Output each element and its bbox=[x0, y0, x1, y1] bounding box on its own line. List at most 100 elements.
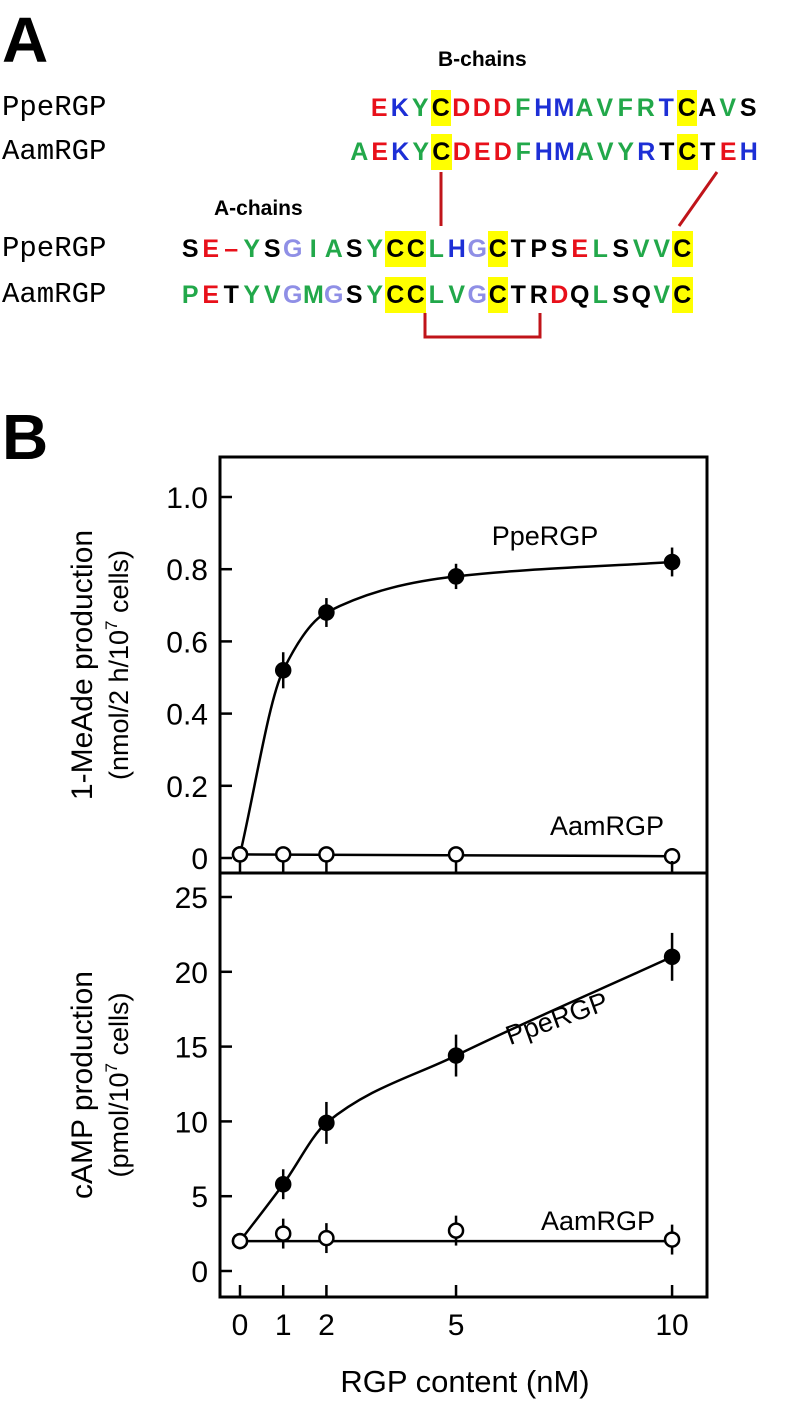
data-point bbox=[318, 846, 335, 863]
residue: E bbox=[719, 138, 737, 166]
y-tick-label: 0.6 bbox=[166, 626, 208, 659]
x-tick-label: 5 bbox=[448, 1309, 465, 1342]
data-point bbox=[274, 846, 292, 863]
residue: E bbox=[473, 138, 491, 166]
residue: Y bbox=[366, 281, 384, 309]
residue: C bbox=[672, 231, 693, 267]
residue: H bbox=[447, 235, 466, 263]
a-chain-name-ppergp: PpeRGP bbox=[2, 232, 107, 265]
residue: S bbox=[181, 235, 199, 263]
residue: D bbox=[452, 94, 471, 122]
series-label-ppergp: PpeRGP bbox=[492, 521, 599, 551]
residue: C bbox=[672, 277, 693, 313]
disulfide-bond-b17-a25 bbox=[677, 171, 719, 227]
residue: – bbox=[224, 235, 239, 263]
residue: Q bbox=[631, 281, 651, 309]
data-point bbox=[447, 568, 465, 585]
disulfide-bond-a10-a16 bbox=[423, 313, 542, 339]
residue: Y bbox=[412, 138, 430, 166]
residue: D bbox=[550, 281, 569, 309]
residue: M bbox=[554, 138, 575, 166]
residue: C bbox=[487, 277, 508, 313]
residue: D bbox=[493, 138, 512, 166]
residue: G bbox=[324, 281, 344, 309]
residue: V bbox=[596, 94, 614, 122]
data-point bbox=[663, 1231, 681, 1248]
residue: C bbox=[677, 134, 698, 170]
series-label-ppergp: PpeRGP bbox=[502, 986, 612, 1051]
x-axis-label: RGP content (nM) bbox=[340, 1364, 589, 1399]
panel-a-label: A bbox=[2, 4, 49, 76]
residue: V bbox=[719, 94, 737, 122]
residue: T bbox=[510, 281, 526, 309]
residue: V bbox=[448, 281, 466, 309]
residue: D bbox=[472, 94, 491, 122]
y-tick-label: 15 bbox=[175, 1032, 208, 1065]
x-tick-label: 0 bbox=[232, 1309, 249, 1342]
x-tick-label: 2 bbox=[318, 1309, 335, 1342]
residue: P bbox=[530, 235, 548, 263]
residue: L bbox=[592, 235, 608, 263]
series-label-aamrgp: AamRGP bbox=[541, 1206, 655, 1236]
residue: C bbox=[431, 134, 452, 170]
data-point bbox=[231, 846, 249, 863]
residue: A bbox=[350, 138, 369, 166]
residue: C bbox=[405, 231, 426, 267]
b-chains-title: B-chains bbox=[438, 48, 527, 71]
y-tick-label: 25 bbox=[175, 882, 208, 915]
residue: P bbox=[181, 281, 199, 309]
data-point bbox=[274, 1225, 292, 1242]
residue: D bbox=[493, 94, 512, 122]
y-axis-label-line1: cAMP production bbox=[66, 971, 99, 1199]
residue: V bbox=[596, 138, 614, 166]
data-point bbox=[318, 604, 335, 621]
residue: F bbox=[515, 138, 531, 166]
residue: Y bbox=[617, 138, 635, 166]
residue: A bbox=[575, 94, 594, 122]
residue: A bbox=[324, 235, 343, 263]
residue: T bbox=[658, 94, 674, 122]
residue: K bbox=[391, 138, 410, 166]
x-tick-label: 10 bbox=[655, 1309, 688, 1342]
residue: S bbox=[345, 281, 363, 309]
y-tick-label: 0 bbox=[191, 843, 208, 876]
y-axis-label-line2: (nmol/2 h/107 cells) bbox=[102, 550, 134, 780]
a-chain-name-aamrgp: AamRGP bbox=[2, 278, 107, 311]
residue: V bbox=[263, 281, 281, 309]
residue: L bbox=[592, 281, 608, 309]
residue: Y bbox=[411, 94, 429, 122]
residue: R bbox=[636, 94, 655, 122]
residue: V bbox=[653, 235, 671, 263]
residue: S bbox=[263, 235, 281, 263]
residue: C bbox=[676, 90, 697, 126]
y-tick-label: 10 bbox=[175, 1106, 208, 1139]
residue: L bbox=[428, 281, 444, 309]
y-tick-label: 0 bbox=[191, 1256, 208, 1289]
data-point bbox=[231, 1232, 249, 1250]
residue: T bbox=[510, 235, 526, 263]
residue: C bbox=[385, 277, 406, 313]
b-chain-name-ppergp: PpeRGP bbox=[2, 91, 107, 124]
panel-b-label: B bbox=[2, 401, 49, 473]
y-axis-label: cAMP production (pmol/107 cells) bbox=[66, 971, 134, 1199]
data-point bbox=[274, 1175, 292, 1193]
data-point bbox=[447, 846, 465, 863]
residue: L bbox=[428, 235, 444, 263]
data-point bbox=[663, 553, 681, 571]
series-line-ppergp bbox=[238, 560, 673, 855]
residue: F bbox=[515, 94, 531, 122]
residue: Y bbox=[243, 235, 261, 263]
residue: D bbox=[452, 138, 471, 166]
residue: Q bbox=[570, 281, 590, 309]
y-axis-label: 1-MeAde production (nmol/2 h/107 cells) bbox=[66, 530, 134, 800]
a-chains-title: A-chains bbox=[214, 197, 303, 220]
data-point bbox=[447, 1047, 465, 1064]
residue: H bbox=[739, 138, 758, 166]
residue: H bbox=[534, 94, 553, 122]
data-point bbox=[318, 1229, 335, 1247]
residue: R bbox=[637, 138, 656, 166]
residue: E bbox=[202, 235, 220, 263]
residue: S bbox=[612, 235, 630, 263]
series-line-ppergp bbox=[239, 955, 673, 1242]
